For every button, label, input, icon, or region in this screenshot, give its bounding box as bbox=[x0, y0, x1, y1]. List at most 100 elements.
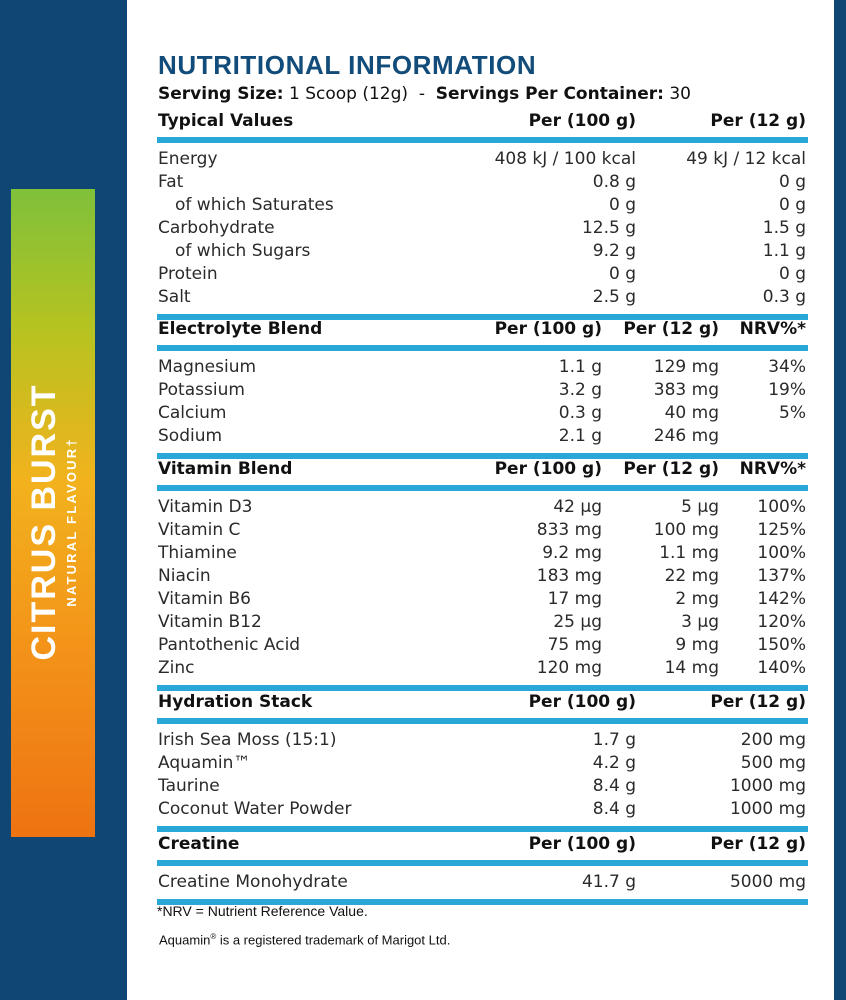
row-per-12g: 40 mg bbox=[664, 403, 719, 423]
servings-per-container-label: Servings Per Container: bbox=[435, 84, 664, 104]
table-row: Coconut Water Powder 8.4 g 1000 mg bbox=[157, 799, 808, 822]
table-row: Vitamin B12 25 µg 3 µg 120% bbox=[157, 612, 808, 635]
header-label: Hydration Stack bbox=[158, 692, 313, 712]
header-rule bbox=[157, 485, 808, 491]
row-per-12g: 0 g bbox=[778, 264, 806, 284]
table-row: Energy 408 kJ / 100 kcal 49 kJ / 12 kcal bbox=[157, 149, 808, 172]
trademark-text: is a registered trademark of Marigot Ltd… bbox=[216, 932, 451, 948]
flavour-label: CITRUS BURST NATURAL FLAVOUR† bbox=[25, 383, 81, 660]
row-per-12g: 500 mg bbox=[740, 753, 806, 773]
row-per-100g: 41.7 g bbox=[581, 872, 636, 892]
trademark-brand: Aquamin bbox=[159, 932, 211, 948]
row-label: Magnesium bbox=[158, 357, 257, 377]
row-label: Coconut Water Powder bbox=[158, 799, 352, 819]
table-row: Magnesium 1.1 g 129 mg 34% bbox=[157, 357, 808, 380]
vitamin-blend-table: Vitamin Blend Per (100 g) Per (12 g) NRV… bbox=[157, 459, 808, 691]
header-per-100g: Per (100 g) bbox=[494, 459, 602, 479]
header-rule bbox=[157, 345, 808, 351]
row-per-12g: 1000 mg bbox=[729, 799, 806, 819]
row-per-12g: 0 g bbox=[778, 195, 806, 215]
row-per-12g: 1.1 g bbox=[762, 241, 806, 261]
header-per-12g: Per (12 g) bbox=[710, 111, 806, 131]
page-title: NUTRITIONAL INFORMATION bbox=[158, 50, 537, 80]
header-label: Creatine bbox=[158, 834, 240, 854]
table-header: Typical Values Per (100 g) Per (12 g) bbox=[157, 111, 808, 135]
section-rule bbox=[157, 899, 808, 905]
table-row: Thiamine 9.2 mg 1.1 mg 100% bbox=[157, 543, 808, 566]
row-nrv: 100% bbox=[757, 497, 806, 517]
row-per-12g: 100 mg bbox=[653, 520, 719, 540]
row-nrv: 142% bbox=[757, 589, 806, 609]
row-nrv: 137% bbox=[757, 566, 806, 586]
header-per-12g: Per (12 g) bbox=[710, 834, 806, 854]
row-per-12g: 1.1 mg bbox=[659, 543, 719, 563]
row-per-12g: 14 mg bbox=[664, 658, 719, 678]
table-row: Vitamin B6 17 mg 2 mg 142% bbox=[157, 589, 808, 612]
table-row: of which Sugars 9.2 g 1.1 g bbox=[157, 241, 808, 264]
row-per-100g: 42 µg bbox=[553, 497, 602, 517]
header-label: Electrolyte Blend bbox=[158, 319, 323, 339]
header-per-100g: Per (100 g) bbox=[494, 319, 602, 339]
header-label: Typical Values bbox=[158, 111, 294, 131]
row-per-12g: 383 mg bbox=[653, 380, 719, 400]
row-label: Thiamine bbox=[158, 543, 237, 563]
row-label: Zinc bbox=[158, 658, 195, 678]
row-per-12g: 129 mg bbox=[653, 357, 719, 377]
header-rule bbox=[157, 860, 808, 866]
row-label: Calcium bbox=[158, 403, 227, 423]
row-per-100g: 8.4 g bbox=[592, 776, 636, 796]
serving-size-label: Serving Size: bbox=[158, 84, 284, 104]
row-per-100g: 2.5 g bbox=[592, 287, 636, 307]
header-label: Vitamin Blend bbox=[158, 459, 293, 479]
row-per-100g: 9.2 mg bbox=[542, 543, 602, 563]
table-row: Vitamin C 833 mg 100 mg 125% bbox=[157, 520, 808, 543]
row-label: Salt bbox=[158, 287, 191, 307]
table-row: Sodium 2.1 g 246 mg bbox=[157, 426, 808, 449]
electrolyte-blend-table: Electrolyte Blend Per (100 g) Per (12 g)… bbox=[157, 319, 808, 459]
nrv-footnote: *NRV = Nutrient Reference Value. bbox=[157, 903, 368, 919]
row-per-12g: 5 µg bbox=[681, 497, 719, 517]
row-per-100g: 9.2 g bbox=[592, 241, 636, 261]
row-nrv: 120% bbox=[757, 612, 806, 632]
table-row: Aquamin™ 4.2 g 500 mg bbox=[157, 753, 808, 776]
header-per-100g: Per (100 g) bbox=[528, 834, 636, 854]
servings-per-container-value: 30 bbox=[669, 84, 691, 104]
row-per-12g: 5000 mg bbox=[729, 872, 806, 892]
table-row: Protein 0 g 0 g bbox=[157, 264, 808, 287]
row-label: Creatine Monohydrate bbox=[158, 872, 348, 892]
creatine-table: Creatine Per (100 g) Per (12 g) Creatine… bbox=[157, 834, 808, 905]
header-per-12g: Per (12 g) bbox=[623, 319, 719, 339]
row-per-100g: 17 mg bbox=[547, 589, 602, 609]
row-label: of which Sugars bbox=[175, 241, 311, 261]
row-per-100g: 0 g bbox=[608, 195, 636, 215]
section-rule bbox=[157, 314, 808, 320]
row-label: Aquamin™ bbox=[158, 753, 251, 773]
row-label: Vitamin C bbox=[158, 520, 241, 540]
section-rule bbox=[157, 826, 808, 832]
serving-size-value: 1 Scoop (12g) bbox=[288, 84, 409, 104]
table-row: Creatine Monohydrate 41.7 g 5000 mg bbox=[157, 872, 808, 895]
row-label: Sodium bbox=[158, 426, 223, 446]
row-label: Carbohydrate bbox=[158, 218, 275, 238]
row-per-12g: 3 µg bbox=[681, 612, 719, 632]
registered-mark: ® bbox=[210, 932, 217, 941]
row-per-12g: 1.5 g bbox=[762, 218, 806, 238]
row-label: Vitamin B6 bbox=[158, 589, 252, 609]
row-nrv: 34% bbox=[768, 357, 806, 377]
serving-separator: - bbox=[418, 84, 425, 104]
row-per-100g: 0.3 g bbox=[558, 403, 602, 423]
row-label: Energy bbox=[158, 149, 218, 169]
typical-values-table: Typical Values Per (100 g) Per (12 g) En… bbox=[157, 111, 808, 320]
row-per-12g: 0 g bbox=[778, 172, 806, 192]
row-per-12g: 0.3 g bbox=[762, 287, 806, 307]
flavour-name: CITRUS BURST bbox=[25, 383, 63, 661]
row-nrv: 100% bbox=[757, 543, 806, 563]
row-nrv: 140% bbox=[757, 658, 806, 678]
row-per-12g: 49 kJ / 12 kcal bbox=[686, 149, 806, 169]
table-row: Pantothenic Acid 75 mg 9 mg 150% bbox=[157, 635, 808, 658]
row-per-100g: 1.7 g bbox=[592, 730, 636, 750]
table-header: Vitamin Blend Per (100 g) Per (12 g) NRV… bbox=[157, 459, 808, 483]
row-per-12g: 9 mg bbox=[675, 635, 719, 655]
row-per-100g: 4.2 g bbox=[592, 753, 636, 773]
row-nrv: 125% bbox=[757, 520, 806, 540]
